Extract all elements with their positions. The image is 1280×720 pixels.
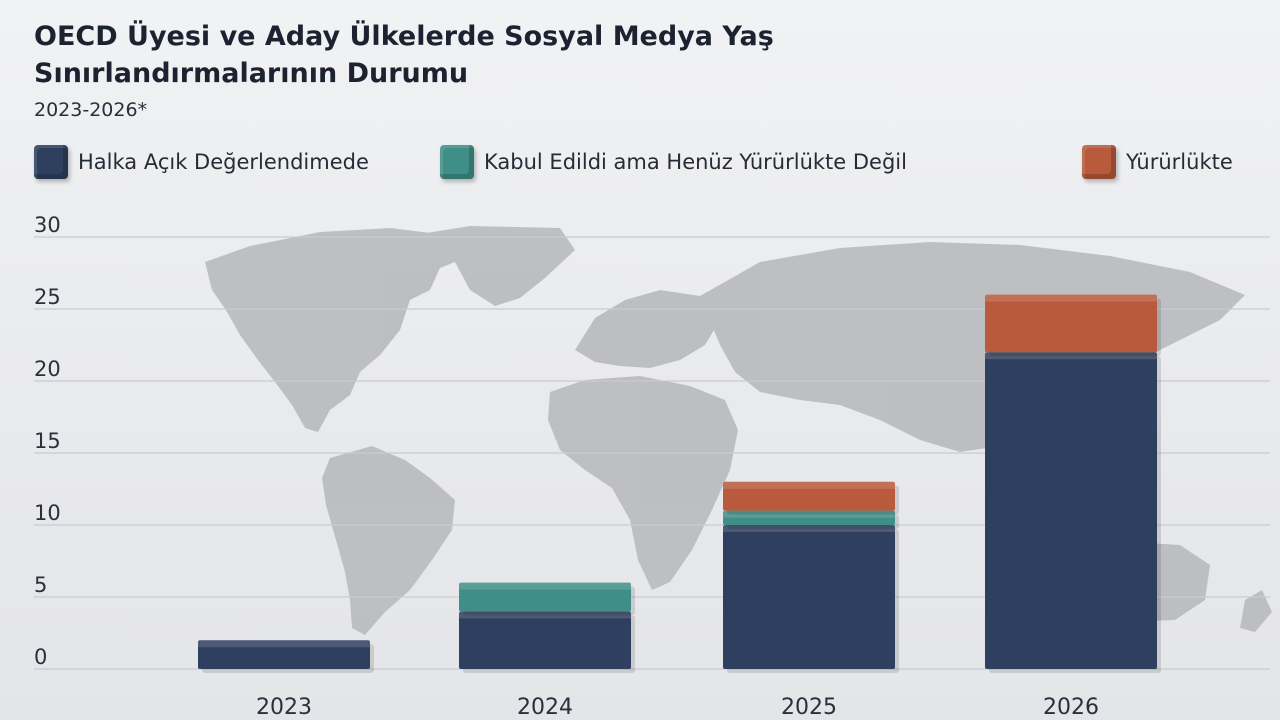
y-tick-label: 30 — [34, 213, 61, 237]
bar-highlight — [459, 611, 631, 619]
x-tick-label: 2025 — [781, 695, 837, 720]
x-tick-label: 2026 — [1043, 695, 1099, 720]
y-tick-label: 20 — [34, 357, 61, 381]
bar-segment — [985, 352, 1157, 669]
x-tick-label: 2023 — [256, 695, 312, 720]
y-axis-ticks: 0 5 10 15 20 25 30 — [34, 213, 61, 669]
bar-segment — [459, 582, 631, 612]
y-tick-label: 15 — [34, 429, 61, 453]
y-tick-label: 25 — [34, 285, 61, 309]
x-tick-label: 2024 — [517, 695, 573, 720]
y-tick-label: 10 — [34, 501, 61, 525]
bar-segment — [723, 481, 895, 511]
bar-highlight — [723, 510, 895, 518]
chart-title: OECD Üyesi ve Aday Ülkelerde Sosyal Medy… — [34, 21, 774, 89]
bar-segment — [985, 294, 1157, 353]
legend-item-public-review: Halka Açık Değerlendimede — [34, 142, 369, 182]
y-tick-label: 5 — [34, 573, 47, 597]
bar-highlight — [723, 525, 895, 532]
chart-subtitle: 2023-2026* — [34, 99, 148, 121]
x-axis-ticks: 2023 2024 2025 2026 — [256, 695, 1099, 720]
bar-group — [198, 294, 1161, 673]
legend-label-in-force: Yürürlükte — [1126, 150, 1233, 174]
bar-highlight — [985, 294, 1157, 302]
bar-highlight — [723, 481, 895, 489]
legend-label-public-review: Halka Açık Değerlendimede — [78, 150, 369, 174]
legend-item-in-force: Yürürlükte — [1082, 142, 1233, 182]
bar-highlight — [198, 640, 370, 648]
legend-item-adopted: Kabul Edildi ama Henüz Yürürlükte Değil — [440, 142, 907, 182]
bar-highlight — [985, 352, 1157, 360]
bar-segment — [723, 510, 895, 525]
bar-segment — [198, 640, 370, 669]
bar-segment — [459, 611, 631, 669]
legend-swatch-public-review — [34, 145, 68, 179]
legend-swatch-adopted — [440, 145, 474, 179]
bar-segment — [723, 525, 895, 669]
legend-swatch-in-force — [1082, 145, 1116, 179]
y-tick-label: 0 — [34, 645, 47, 669]
bar-highlight — [459, 582, 631, 590]
legend-label-adopted: Kabul Edildi ama Henüz Yürürlükte Değil — [484, 150, 907, 174]
